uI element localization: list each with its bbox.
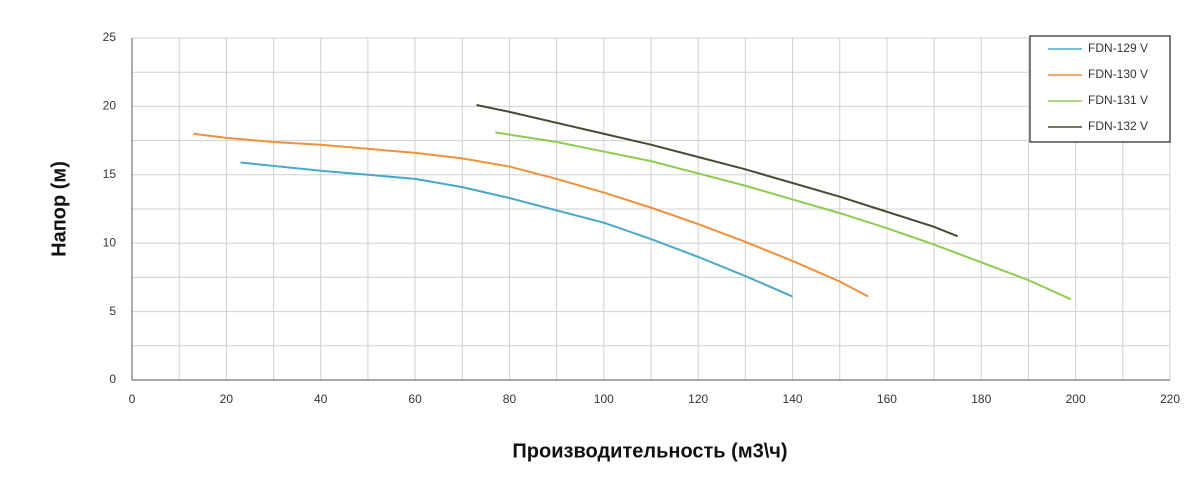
legend-label: FDN-130 V bbox=[1088, 67, 1148, 81]
y-axis-title: Напор (м) bbox=[48, 161, 70, 257]
y-tick-label: 10 bbox=[103, 235, 117, 249]
x-tick-label: 40 bbox=[314, 392, 328, 406]
x-tick-label: 80 bbox=[503, 392, 517, 406]
x-tick-label: 0 bbox=[129, 392, 136, 406]
x-tick-label: 120 bbox=[688, 392, 708, 406]
y-tick-label: 0 bbox=[109, 372, 116, 386]
x-tick-label: 140 bbox=[783, 392, 803, 406]
y-tick-label: 5 bbox=[109, 304, 116, 318]
x-tick-label: 200 bbox=[1066, 392, 1086, 406]
line bbox=[240, 161, 793, 298]
x-tick-label: 220 bbox=[1160, 392, 1180, 406]
legend-box bbox=[1029, 35, 1171, 143]
x-tick-label: 160 bbox=[877, 392, 897, 406]
legend-label: FDN-129 V bbox=[1088, 41, 1148, 55]
x-axis-title: Производительность (м3\ч) bbox=[512, 440, 787, 462]
line bbox=[495, 131, 1072, 301]
x-tick-label: 20 bbox=[220, 392, 234, 406]
line bbox=[193, 132, 869, 298]
x-tick-label: 60 bbox=[408, 392, 422, 406]
line bbox=[476, 104, 959, 238]
legend-label: FDN-131 V bbox=[1088, 93, 1148, 107]
y-tick-label: 15 bbox=[103, 167, 117, 181]
y-tick-label: 25 bbox=[103, 30, 117, 44]
x-tick-label: 180 bbox=[971, 392, 991, 406]
legend-label: FDN-132 V bbox=[1088, 119, 1148, 133]
y-tick-label: 20 bbox=[103, 99, 117, 113]
x-tick-label: 100 bbox=[594, 392, 614, 406]
